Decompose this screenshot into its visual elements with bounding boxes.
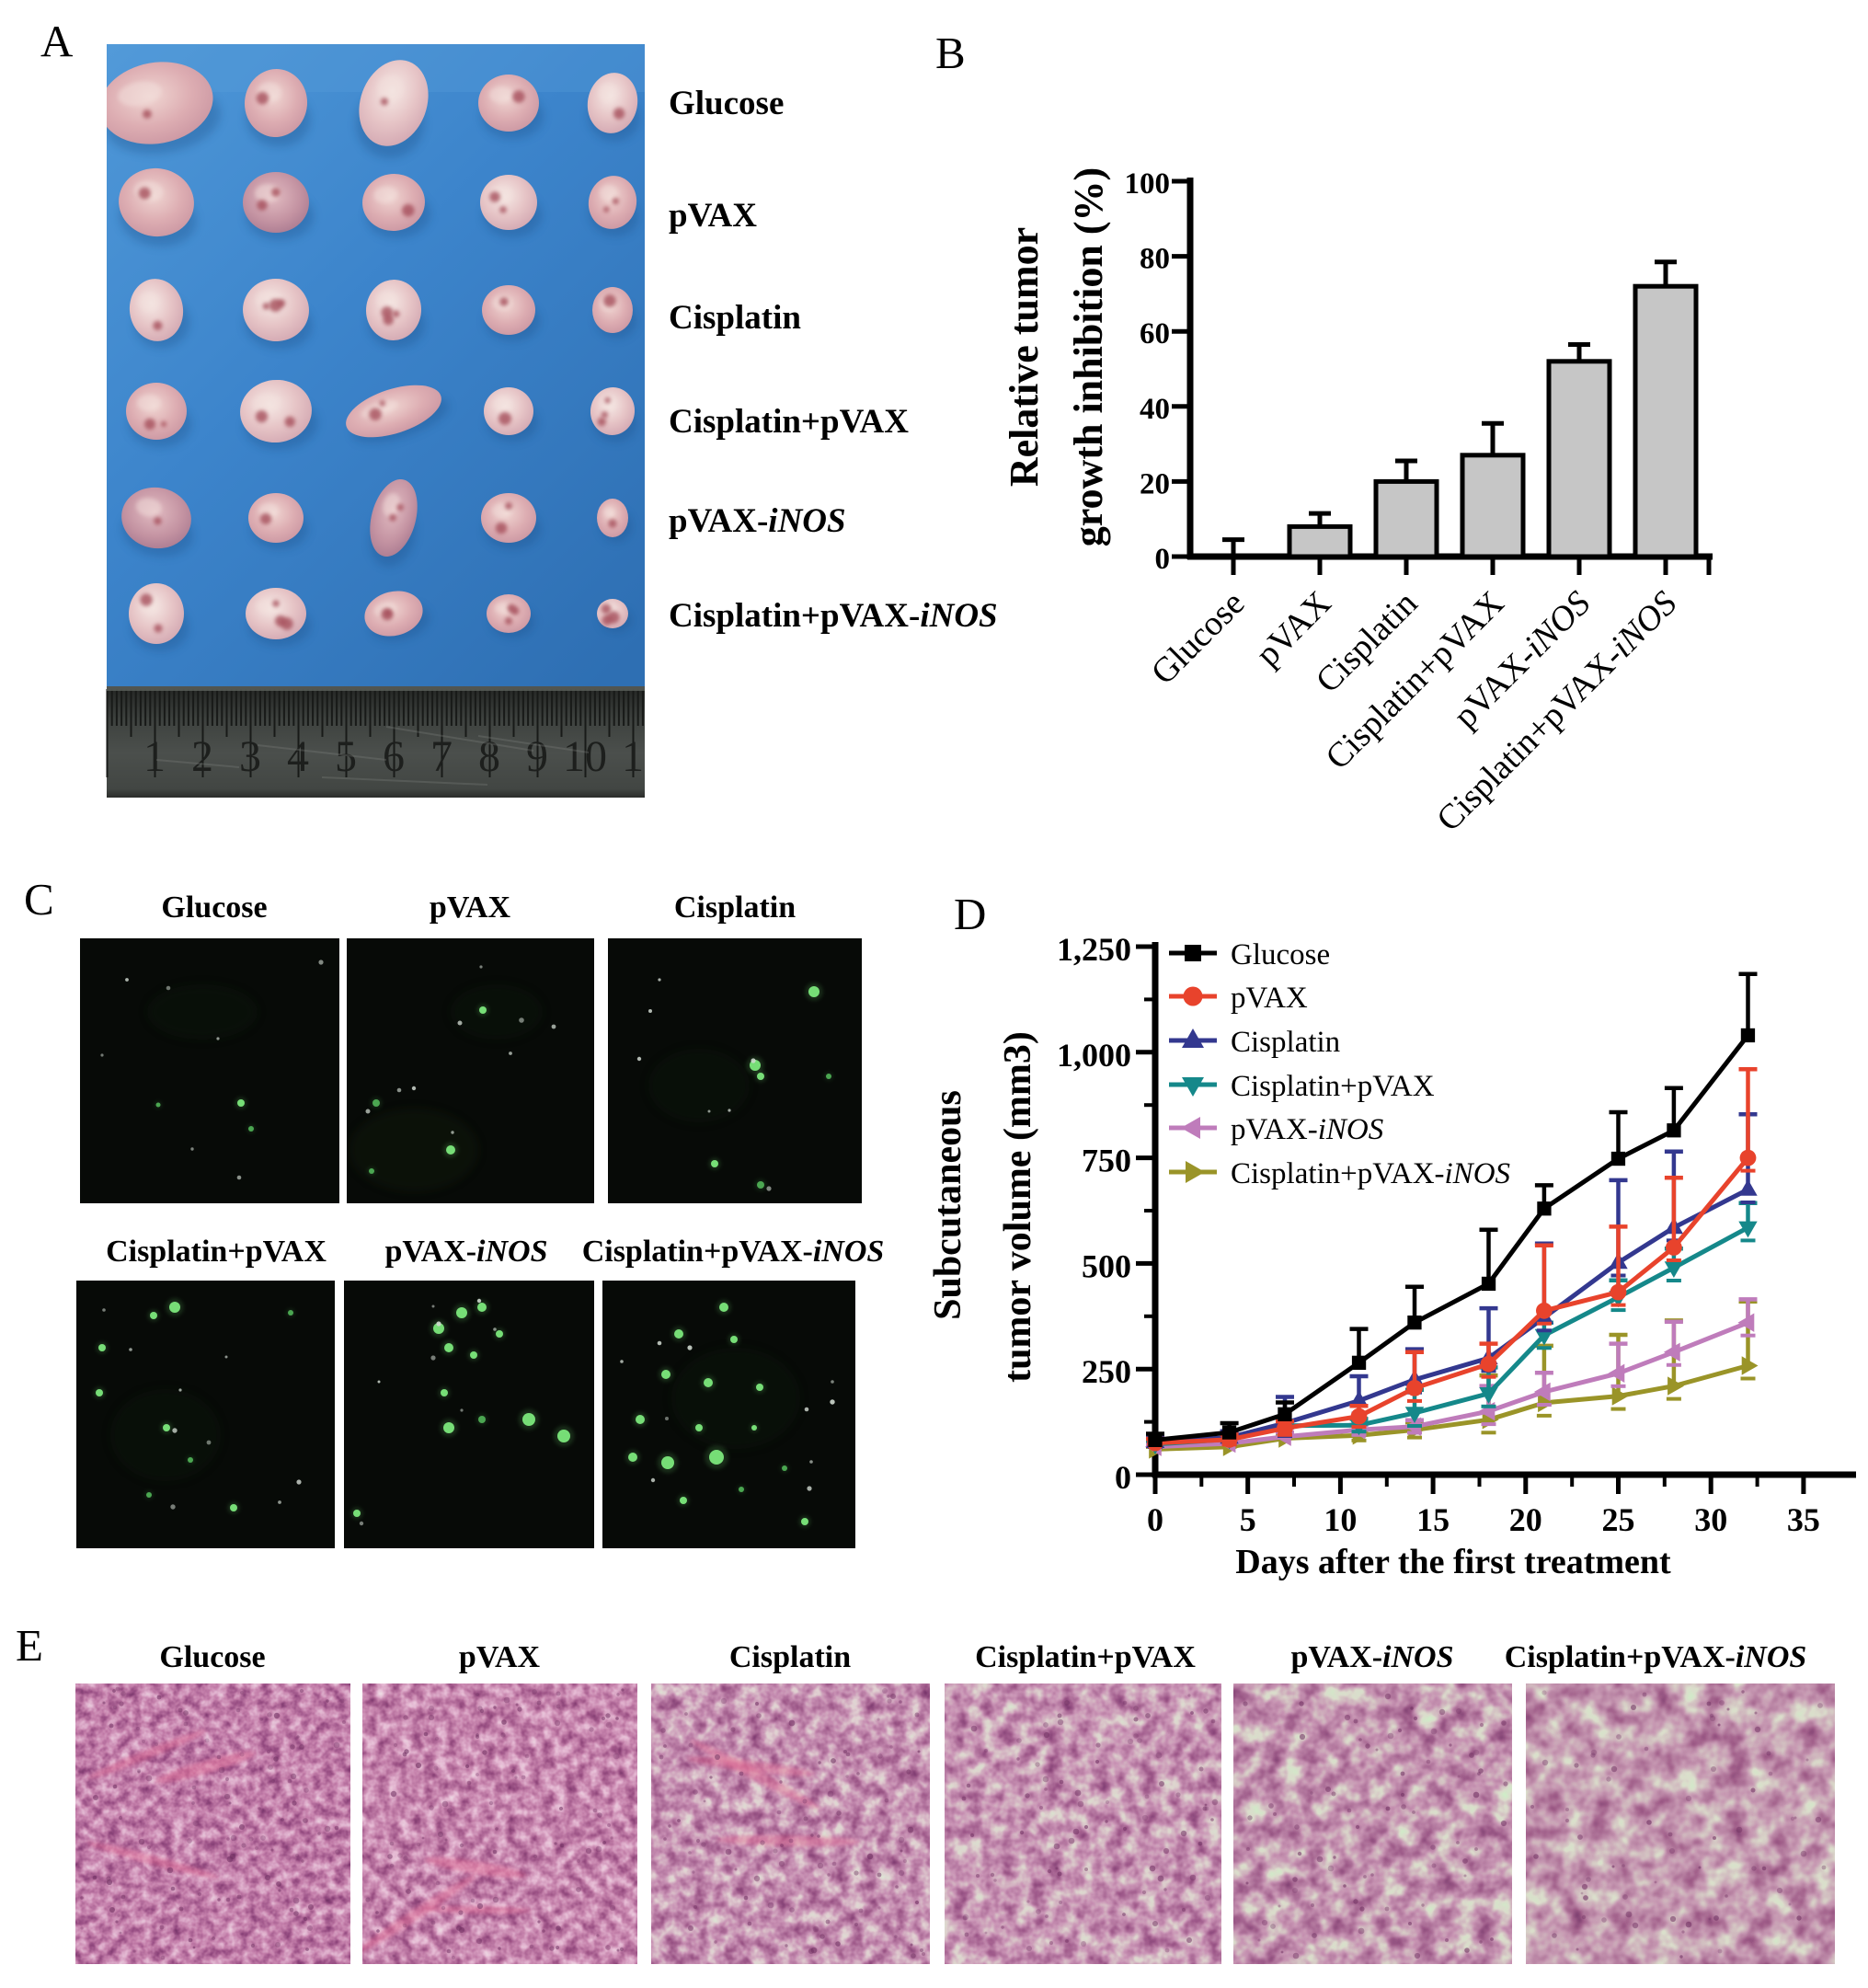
svg-text:tumor volume (mm3): tumor volume (mm3) — [997, 1031, 1039, 1383]
svg-text:1: 1 — [622, 732, 644, 781]
svg-text:15: 15 — [1416, 1501, 1450, 1538]
svg-text:D: D — [954, 889, 986, 939]
svg-text:0: 0 — [1147, 1501, 1163, 1538]
svg-text:Cisplatin: Cisplatin — [1231, 1026, 1340, 1059]
svg-text:60: 60 — [1140, 317, 1170, 350]
svg-text:pVAX-iNOS: pVAX-iNOS — [1231, 1113, 1383, 1146]
svg-text:3: 3 — [239, 732, 261, 781]
svg-text:Cisplatin: Cisplatin — [729, 1640, 851, 1674]
svg-text:20: 20 — [1509, 1501, 1542, 1538]
svg-text:5: 5 — [335, 732, 357, 781]
svg-text:pVAX: pVAX — [1231, 982, 1308, 1015]
svg-text:Cisplatin: Cisplatin — [674, 891, 796, 925]
svg-text:Cisplatin+pVAX: Cisplatin+pVAX — [669, 403, 909, 441]
svg-text:5: 5 — [1240, 1501, 1256, 1538]
svg-text:Cisplatin+pVAX-iNOS: Cisplatin+pVAX-iNOS — [582, 1235, 885, 1269]
svg-text:100: 100 — [1125, 167, 1171, 201]
svg-text:C: C — [24, 874, 54, 925]
svg-text:pVAX: pVAX — [430, 891, 511, 925]
svg-text:Cisplatin+pVAX-iNOS: Cisplatin+pVAX-iNOS — [1231, 1157, 1510, 1190]
svg-text:30: 30 — [1694, 1501, 1727, 1538]
svg-text:Cisplatin+pVAX: Cisplatin+pVAX — [975, 1640, 1196, 1674]
svg-text:Relative tumor: Relative tumor — [1002, 227, 1047, 487]
svg-text:Glucose: Glucose — [669, 85, 784, 122]
svg-text:4: 4 — [287, 732, 309, 781]
svg-text:8: 8 — [478, 732, 500, 781]
svg-text:35: 35 — [1787, 1501, 1820, 1538]
svg-text:6: 6 — [383, 732, 405, 781]
svg-text:9: 9 — [526, 732, 548, 781]
svg-text:B: B — [935, 28, 966, 78]
svg-text:80: 80 — [1140, 243, 1170, 276]
svg-text:pVAX-iNOS: pVAX-iNOS — [1291, 1640, 1454, 1674]
svg-text:250: 250 — [1082, 1353, 1131, 1390]
svg-text:Subcutaneous: Subcutaneous — [927, 1090, 969, 1320]
svg-text:Glucose: Glucose — [161, 891, 267, 925]
svg-text:1,250: 1,250 — [1057, 931, 1131, 968]
svg-text:Days after the first treatment: Days after the first treatment — [1235, 1543, 1671, 1581]
svg-text:Glucose: Glucose — [159, 1640, 265, 1674]
svg-text:pVAX-iNOS: pVAX-iNOS — [385, 1235, 548, 1269]
svg-text:1: 1 — [143, 732, 166, 781]
svg-text:20: 20 — [1140, 467, 1170, 500]
svg-text:pVAX: pVAX — [669, 197, 757, 235]
svg-text:E: E — [16, 1620, 43, 1671]
svg-text:750: 750 — [1082, 1143, 1131, 1179]
svg-text:A: A — [40, 16, 74, 66]
svg-text:10: 10 — [563, 732, 607, 781]
svg-text:2: 2 — [191, 732, 213, 781]
svg-text:pVAX-iNOS: pVAX-iNOS — [669, 502, 846, 540]
svg-text:Cisplatin+pVAX: Cisplatin+pVAX — [1231, 1070, 1435, 1103]
svg-text:500: 500 — [1082, 1247, 1131, 1284]
svg-text:40: 40 — [1140, 393, 1170, 426]
svg-text:0: 0 — [1115, 1459, 1131, 1496]
svg-text:Cisplatin+pVAX-iNOS: Cisplatin+pVAX-iNOS — [1505, 1640, 1807, 1674]
svg-text:Cisplatin+pVAX: Cisplatin+pVAX — [106, 1235, 327, 1269]
svg-text:7: 7 — [430, 732, 453, 781]
svg-text:Glucose: Glucose — [1231, 938, 1330, 971]
svg-text:Cisplatin: Cisplatin — [669, 299, 801, 337]
svg-text:1,000: 1,000 — [1057, 1037, 1131, 1074]
svg-text:Cisplatin+pVAX-iNOS: Cisplatin+pVAX-iNOS — [669, 597, 998, 635]
svg-text:0: 0 — [1155, 543, 1171, 576]
svg-text:growth inhibition (%): growth inhibition (%) — [1066, 167, 1111, 546]
svg-text:10: 10 — [1324, 1501, 1357, 1538]
svg-text:25: 25 — [1602, 1501, 1635, 1538]
svg-text:pVAX: pVAX — [459, 1640, 541, 1674]
